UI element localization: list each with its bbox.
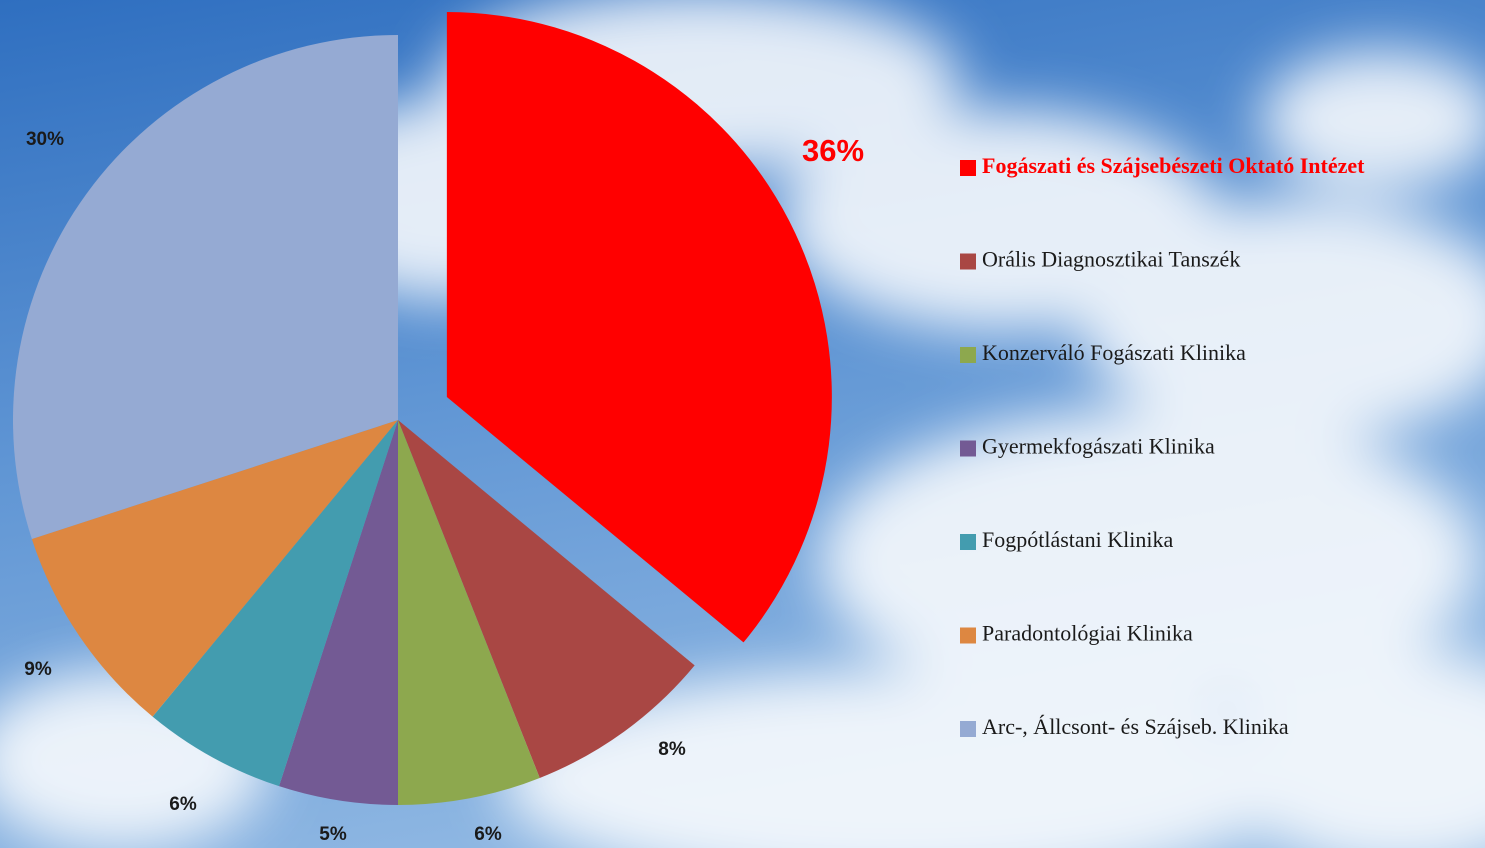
pie-slice bbox=[31, 420, 399, 717]
legend-label: Orális Diagnosztikai Tanszék bbox=[982, 247, 1240, 272]
data-label: 5% bbox=[319, 824, 347, 845]
pie-slice bbox=[446, 12, 832, 643]
legend-swatch bbox=[960, 534, 976, 550]
pie-slice bbox=[152, 420, 398, 787]
legend-swatch bbox=[960, 347, 976, 363]
legend-label: Fogászati és Szájsebészeti Oktató Intéze… bbox=[982, 153, 1365, 178]
legend-swatch bbox=[960, 440, 976, 457]
data-label: 6% bbox=[474, 824, 502, 845]
legend-label: Arc-, Állcsont- és Szájseb. Klinika bbox=[982, 714, 1289, 739]
legend-label: Fogpótlástani Klinika bbox=[982, 527, 1174, 552]
data-label: 6% bbox=[169, 794, 197, 815]
legend-label: Konzerváló Fogászati Klinika bbox=[982, 340, 1246, 365]
legend-label: Paradontológiai Klinika bbox=[982, 621, 1193, 646]
pie-slice bbox=[398, 420, 695, 778]
data-label: 8% bbox=[658, 739, 686, 760]
legend-swatch bbox=[960, 253, 976, 270]
legend-swatch bbox=[960, 160, 976, 176]
data-label: 30% bbox=[26, 129, 64, 150]
data-label: 9% bbox=[24, 659, 52, 680]
pie-slice bbox=[398, 420, 540, 805]
legend-swatch bbox=[960, 627, 976, 644]
legend-label: Gyermekfogászati Klinika bbox=[982, 434, 1215, 459]
legend: Fogászati és Szájsebészeti Oktató Intéze… bbox=[960, 153, 1365, 739]
pie-slice bbox=[279, 420, 398, 805]
data-label: 36% bbox=[802, 133, 864, 168]
pie: 36% 8% 6% 5% 6% 9% 30% bbox=[12, 12, 864, 845]
pie-slice bbox=[12, 35, 399, 539]
legend-swatch bbox=[960, 721, 976, 737]
